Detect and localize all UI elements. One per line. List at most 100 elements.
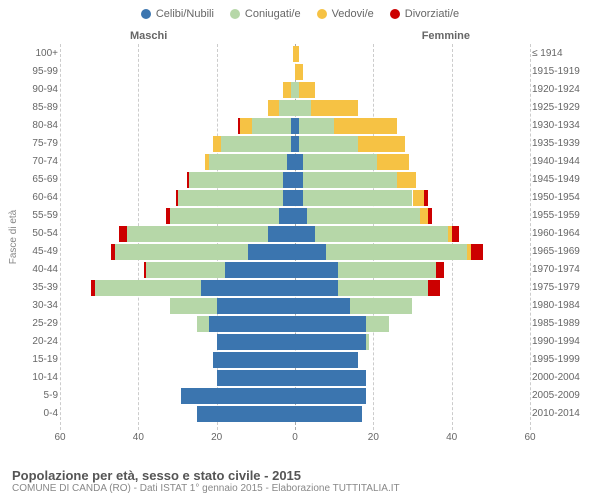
bar-segment bbox=[295, 280, 338, 296]
y-label-age: 0-4 bbox=[26, 409, 58, 419]
bar-segment bbox=[295, 172, 303, 188]
x-tick: 60 bbox=[54, 432, 65, 443]
bar-female bbox=[295, 370, 530, 386]
bar-segment bbox=[221, 136, 292, 152]
bar-segment bbox=[295, 190, 303, 206]
bar-segment bbox=[350, 298, 413, 314]
bar-segment bbox=[279, 100, 295, 116]
bar-female bbox=[295, 190, 530, 206]
bar-segment bbox=[240, 118, 252, 134]
table-row bbox=[60, 352, 530, 368]
y-label-age: 5-9 bbox=[26, 391, 58, 401]
bar-female bbox=[295, 226, 530, 242]
y-label-age: 70-74 bbox=[26, 157, 58, 167]
bar-segment bbox=[295, 226, 315, 242]
bar-segment bbox=[205, 154, 209, 170]
bar-segment bbox=[115, 244, 248, 260]
bar-segment bbox=[424, 190, 428, 206]
bar-segment bbox=[471, 244, 483, 260]
y-label-age: 40-44 bbox=[26, 265, 58, 275]
table-row bbox=[60, 334, 530, 350]
bar-segment bbox=[452, 226, 460, 242]
legend-swatch bbox=[141, 9, 151, 19]
bar-segment bbox=[187, 172, 189, 188]
y-label-birth: 1940-1944 bbox=[532, 157, 584, 167]
bar-male bbox=[60, 334, 295, 350]
bar-male bbox=[60, 172, 295, 188]
legend-item: Coniugati/e bbox=[230, 8, 301, 20]
legend-label: Vedovi/e bbox=[332, 8, 374, 20]
legend: Celibi/NubiliConiugati/eVedovi/eDivorzia… bbox=[0, 0, 600, 24]
bar-segment bbox=[146, 262, 224, 278]
bar-segment bbox=[181, 388, 295, 404]
bar-segment bbox=[295, 334, 366, 350]
bar-segment bbox=[91, 280, 95, 296]
label-male: Maschi bbox=[130, 30, 167, 42]
bar-male bbox=[60, 280, 295, 296]
y-label-age: 35-39 bbox=[26, 283, 58, 293]
y-label-age: 45-49 bbox=[26, 247, 58, 257]
bar-segment bbox=[176, 190, 178, 206]
bar-segment bbox=[217, 334, 295, 350]
bar-segment bbox=[377, 154, 408, 170]
bar-segment bbox=[358, 136, 405, 152]
y-label-birth: 1960-1964 bbox=[532, 229, 584, 239]
bar-segment bbox=[197, 316, 209, 332]
bar-male bbox=[60, 262, 295, 278]
table-row bbox=[60, 406, 530, 422]
bar-segment bbox=[95, 280, 201, 296]
y-label-birth: 1955-1959 bbox=[532, 211, 584, 221]
bar-segment bbox=[295, 208, 307, 224]
bar-segment bbox=[311, 100, 358, 116]
bar-male bbox=[60, 118, 295, 134]
bar-segment bbox=[283, 172, 295, 188]
bar-male bbox=[60, 136, 295, 152]
y-label-age: 90-94 bbox=[26, 85, 58, 95]
y-label-age: 55-59 bbox=[26, 211, 58, 221]
bar-male bbox=[60, 190, 295, 206]
y-label-birth: 1950-1954 bbox=[532, 193, 584, 203]
y-label-birth: 2000-2004 bbox=[532, 373, 584, 383]
y-label-birth: 1930-1934 bbox=[532, 121, 584, 131]
bar-segment bbox=[201, 280, 295, 296]
table-row bbox=[60, 316, 530, 332]
bar-segment bbox=[170, 298, 217, 314]
table-row bbox=[60, 64, 530, 80]
bar-segment bbox=[326, 244, 467, 260]
table-row bbox=[60, 172, 530, 188]
y-label-birth: 1995-1999 bbox=[532, 355, 584, 365]
bar-male bbox=[60, 370, 295, 386]
bar-segment bbox=[166, 208, 170, 224]
bar-segment bbox=[283, 190, 295, 206]
bar-segment bbox=[295, 244, 326, 260]
bar-segment bbox=[299, 118, 334, 134]
bar-segment bbox=[225, 262, 296, 278]
bar-male bbox=[60, 352, 295, 368]
bar-segment bbox=[334, 118, 397, 134]
bar-segment bbox=[238, 118, 240, 134]
bar-segment bbox=[436, 262, 444, 278]
bar-female bbox=[295, 118, 530, 134]
y-label-birth: 2005-2009 bbox=[532, 391, 584, 401]
y-label-age: 60-64 bbox=[26, 193, 58, 203]
label-female: Femmine bbox=[422, 30, 470, 42]
bar-segment bbox=[295, 406, 362, 422]
bar-female bbox=[295, 262, 530, 278]
y-label-age: 10-14 bbox=[26, 373, 58, 383]
bar-female bbox=[295, 406, 530, 422]
table-row bbox=[60, 46, 530, 62]
bar-female bbox=[295, 298, 530, 314]
y-axis-left: 100+95-9990-9485-8980-8475-7970-7465-696… bbox=[26, 44, 58, 430]
legend-item: Vedovi/e bbox=[317, 8, 374, 20]
y-label-birth: 1935-1939 bbox=[532, 139, 584, 149]
bar-female bbox=[295, 46, 530, 62]
y-label-age: 95-99 bbox=[26, 67, 58, 77]
table-row bbox=[60, 136, 530, 152]
table-row bbox=[60, 118, 530, 134]
y-label-age: 80-84 bbox=[26, 121, 58, 131]
bar-female bbox=[295, 100, 530, 116]
y-axis-right: ≤ 19141915-19191920-19241925-19291930-19… bbox=[532, 44, 584, 430]
bar-male bbox=[60, 100, 295, 116]
legend-item: Divorziati/e bbox=[390, 8, 459, 20]
bar-segment bbox=[213, 136, 221, 152]
